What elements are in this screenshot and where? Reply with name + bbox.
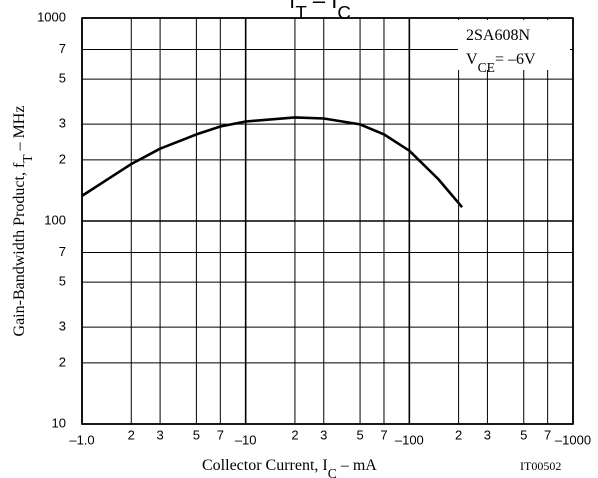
x-tick-label: 5 (520, 427, 527, 442)
y-tick-label: 7 (59, 41, 66, 56)
x-tick-label: 2 (128, 427, 135, 442)
x-axis-label-part: C (328, 466, 337, 478)
curve (81, 116, 464, 209)
annotation: VCE= –6V (466, 51, 536, 75)
x-axis-label-part: – mA (337, 457, 377, 474)
annotation-box (458, 20, 570, 70)
x-tick-label: –1.0 (69, 432, 94, 447)
y-tick-label: 7 (59, 244, 66, 259)
x-tick-label: 5 (193, 427, 200, 442)
annotation-part: CE (478, 60, 495, 75)
x-tick-label: 7 (217, 427, 224, 442)
x-tick-label: 5 (356, 427, 363, 442)
x-tick-label: 2 (291, 427, 298, 442)
annotation-part: V (466, 51, 478, 68)
chart-title: fT – IC (289, 0, 351, 23)
x-tick-label: –10 (235, 432, 257, 447)
chart-title-part: T (295, 2, 306, 23)
x-axis-label: Collector Current, IC – mA (202, 457, 377, 478)
x-axis-label-part: Collector Current, I (202, 457, 328, 474)
y-tick-label: 10 (52, 415, 66, 430)
y-axis-label-part: – MHz (11, 106, 28, 155)
y-tick-label: 1000 (37, 9, 66, 24)
x-tick-label: 3 (484, 427, 491, 442)
y-tick-label: 2 (59, 151, 66, 166)
figure-code: IT00502 (520, 459, 561, 473)
y-tick-label: 3 (59, 319, 66, 334)
plot-frame (81, 17, 574, 425)
y-tick-label: 3 (59, 116, 66, 131)
x-tick-label: 3 (320, 427, 327, 442)
x-tick-label: 7 (380, 427, 387, 442)
y-axis-label-part: Gain-Bandwidth Product, f (11, 162, 28, 336)
y-tick-label: 5 (59, 274, 66, 289)
annotation-part: 2SA608N (466, 27, 530, 44)
x-tick-label: 2 (455, 427, 462, 442)
x-tick-label: –1000 (555, 432, 591, 447)
x-tick-label: 3 (156, 427, 163, 442)
y-tick-label: 2 (59, 354, 66, 369)
x-tick-label: –100 (395, 432, 424, 447)
annotation: 2SA608N (466, 27, 530, 44)
annotation-part: = –6V (495, 51, 536, 68)
chart-title-part: C (337, 2, 351, 23)
chart-title-part: f (289, 0, 296, 13)
chart-title-part: – I (307, 0, 338, 13)
y-tick-label: 100 (44, 212, 66, 227)
y-tick-label: 5 (59, 71, 66, 86)
x-tick-label: 7 (544, 427, 551, 442)
y-axis-label: Gain-Bandwidth Product, fT – MHz (11, 106, 35, 337)
y-axis-label-part: T (20, 154, 35, 163)
